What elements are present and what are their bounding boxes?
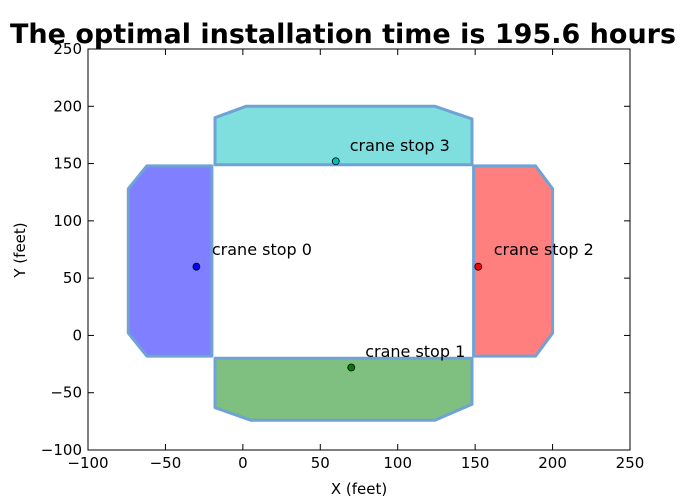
crane-stop-3-label: crane stop 3 [350, 136, 450, 155]
y-axis-label: Y (feet) [11, 222, 29, 278]
x-axis-label: X (feet) [331, 480, 387, 498]
y-tick-label: 100 [53, 212, 82, 230]
y-tick-label: 250 [53, 40, 82, 58]
region-north [213, 104, 474, 167]
x-tick-label: 50 [311, 454, 330, 472]
crane-stop-2-point [474, 262, 483, 271]
crane-stop-2-label: crane stop 2 [494, 240, 594, 259]
region-south [213, 356, 474, 422]
crane-stop-1-point [347, 363, 356, 372]
annotations-layer: crane stop 0 crane stop 1 crane stop 2 cran… [212, 136, 594, 361]
crane-stop-0-point [192, 262, 201, 271]
regions-layer [126, 104, 555, 422]
y-tick-label: 50 [63, 269, 82, 287]
x-tick-label: 100 [383, 454, 412, 472]
chart-title: The optimal installation time is 195.6 h… [10, 19, 676, 50]
x-tick-label: 150 [461, 454, 490, 472]
y-tick-label: −100 [41, 441, 82, 459]
x-tick-label: −100 [67, 454, 108, 472]
crane-stop-1-label: crane stop 1 [365, 342, 465, 361]
y-tick-label: −50 [50, 384, 82, 402]
plot-frame [87, 48, 631, 451]
region-west [126, 164, 214, 358]
y-tick-label: 0 [72, 326, 82, 344]
crane-stop-3-point [331, 157, 340, 166]
x-tick-label: 0 [238, 454, 248, 472]
region-east [472, 164, 555, 358]
y-tick-label: 200 [53, 97, 82, 115]
y-tick-label: 150 [53, 155, 82, 173]
crane-stop-0-label: crane stop 0 [212, 240, 312, 259]
ticks-layer: −100 −50 0 50 100 150 200 250 −100 −50 0 50 100 150 20… [41, 40, 645, 472]
x-tick-label: −50 [150, 454, 182, 472]
points-layer [192, 157, 483, 372]
x-tick-label: 250 [616, 454, 645, 472]
x-tick-label: 200 [538, 454, 567, 472]
